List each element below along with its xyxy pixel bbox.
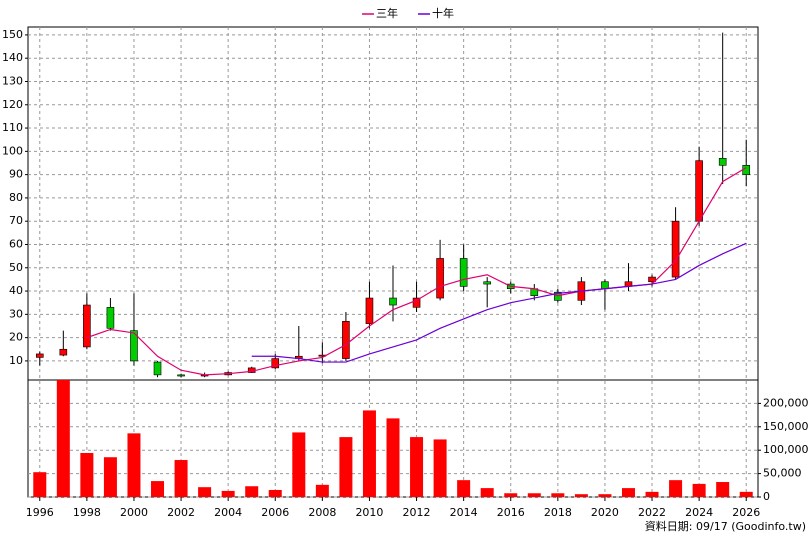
candle-body: [177, 374, 185, 377]
candle-body: [483, 281, 491, 285]
candle-body: [648, 276, 656, 283]
candle-body: [389, 297, 397, 306]
volume-bar: [645, 491, 659, 497]
y-tick-label: 20: [9, 331, 23, 344]
volume-bar: [33, 472, 47, 497]
volume-bar: [221, 490, 235, 497]
volume-bar: [56, 380, 70, 497]
candle-body: [59, 348, 68, 356]
volume-bar: [739, 491, 753, 497]
volume-bar: [551, 493, 565, 497]
x-tick-label: 2014: [450, 506, 478, 519]
candle-body: [695, 160, 703, 222]
candle-body: [365, 297, 374, 324]
y-tick-label: 80: [9, 191, 23, 204]
candle-body: [742, 165, 751, 175]
volume-bar: [151, 481, 165, 497]
footer-note: 資料日期: 09/17 (Goodinfo.tw): [645, 519, 806, 533]
y-tick-label: 60: [9, 237, 23, 250]
y-tick-label: 100: [2, 144, 23, 157]
volume-bar: [433, 439, 447, 497]
x-tick-label: 2010: [355, 506, 383, 519]
y-tick-label: 50,000: [763, 467, 802, 480]
volume-bar: [362, 410, 376, 497]
x-tick-label: 1998: [73, 506, 101, 519]
volume-bar: [716, 482, 730, 497]
volume-bar: [174, 460, 188, 497]
y-tick-label: 150,000: [763, 420, 808, 433]
candle-body: [459, 258, 468, 287]
legend-label: 三年: [376, 6, 398, 20]
x-tick-label: 2006: [261, 506, 289, 519]
x-tick-label: 2024: [685, 506, 713, 519]
volume-bar: [621, 488, 635, 497]
y-tick-label: 70: [9, 214, 23, 227]
candle-body: [130, 330, 138, 362]
volume-bar: [527, 493, 541, 497]
y-tick-label: 100,000: [763, 443, 808, 456]
volume-bar: [480, 488, 494, 497]
volume-bar: [268, 489, 282, 497]
x-tick-label: 2022: [638, 506, 666, 519]
y-tick-label: 130: [2, 74, 23, 87]
candle-body: [83, 304, 91, 348]
volume-bar: [245, 486, 259, 497]
candle-body: [35, 353, 44, 358]
volume-bar: [457, 480, 471, 497]
candle-body: [153, 361, 162, 376]
x-tick-label: 2018: [544, 506, 572, 519]
candle-body: [106, 307, 115, 329]
x-tick-label: 2000: [120, 506, 148, 519]
x-tick-label: 1996: [26, 506, 54, 519]
y-tick-label: 120: [2, 98, 23, 111]
x-tick-label: 2008: [308, 506, 336, 519]
x-tick-label: 2026: [732, 506, 760, 519]
volume-bar: [386, 418, 400, 497]
legend-label: 十年: [432, 6, 454, 20]
candle-body: [601, 281, 609, 290]
volume-bar: [410, 437, 424, 497]
x-tick-label: 2016: [497, 506, 525, 519]
volume-bar: [127, 433, 141, 497]
volume-bar: [198, 487, 212, 497]
y-tick-label: 140: [2, 51, 23, 64]
y-tick-label: 0: [763, 490, 770, 503]
candle-body: [671, 220, 680, 278]
volume-bar: [598, 494, 612, 497]
x-tick-label: 2002: [167, 506, 195, 519]
volume-bar: [339, 437, 353, 497]
y-tick-label: 50: [9, 261, 23, 274]
candle-body: [342, 321, 350, 359]
x-tick-label: 2012: [403, 506, 431, 519]
x-tick-label: 2004: [214, 506, 242, 519]
volume-bar: [292, 432, 306, 497]
x-tick-label: 2020: [591, 506, 619, 519]
y-tick-label: 10: [9, 354, 23, 367]
ma-line: [251, 242, 747, 363]
candle-body: [436, 258, 444, 299]
y-tick-label: 150: [2, 28, 23, 41]
y-tick-label: 40: [9, 284, 23, 297]
volume-bar: [574, 494, 588, 497]
volume-bar: [315, 484, 329, 497]
candle-body: [412, 297, 421, 308]
volume-bar: [504, 493, 518, 497]
y-tick-label: 30: [9, 307, 23, 320]
volume-bar: [103, 457, 117, 497]
y-tick-label: 90: [9, 168, 23, 181]
candle-body: [271, 358, 280, 369]
volume-bar: [80, 453, 94, 497]
y-tick-label: 200,000: [763, 396, 808, 409]
candle-body: [718, 158, 727, 166]
volume-bar: [669, 480, 683, 497]
y-tick-label: 110: [2, 121, 23, 134]
volume-bar: [692, 483, 706, 497]
